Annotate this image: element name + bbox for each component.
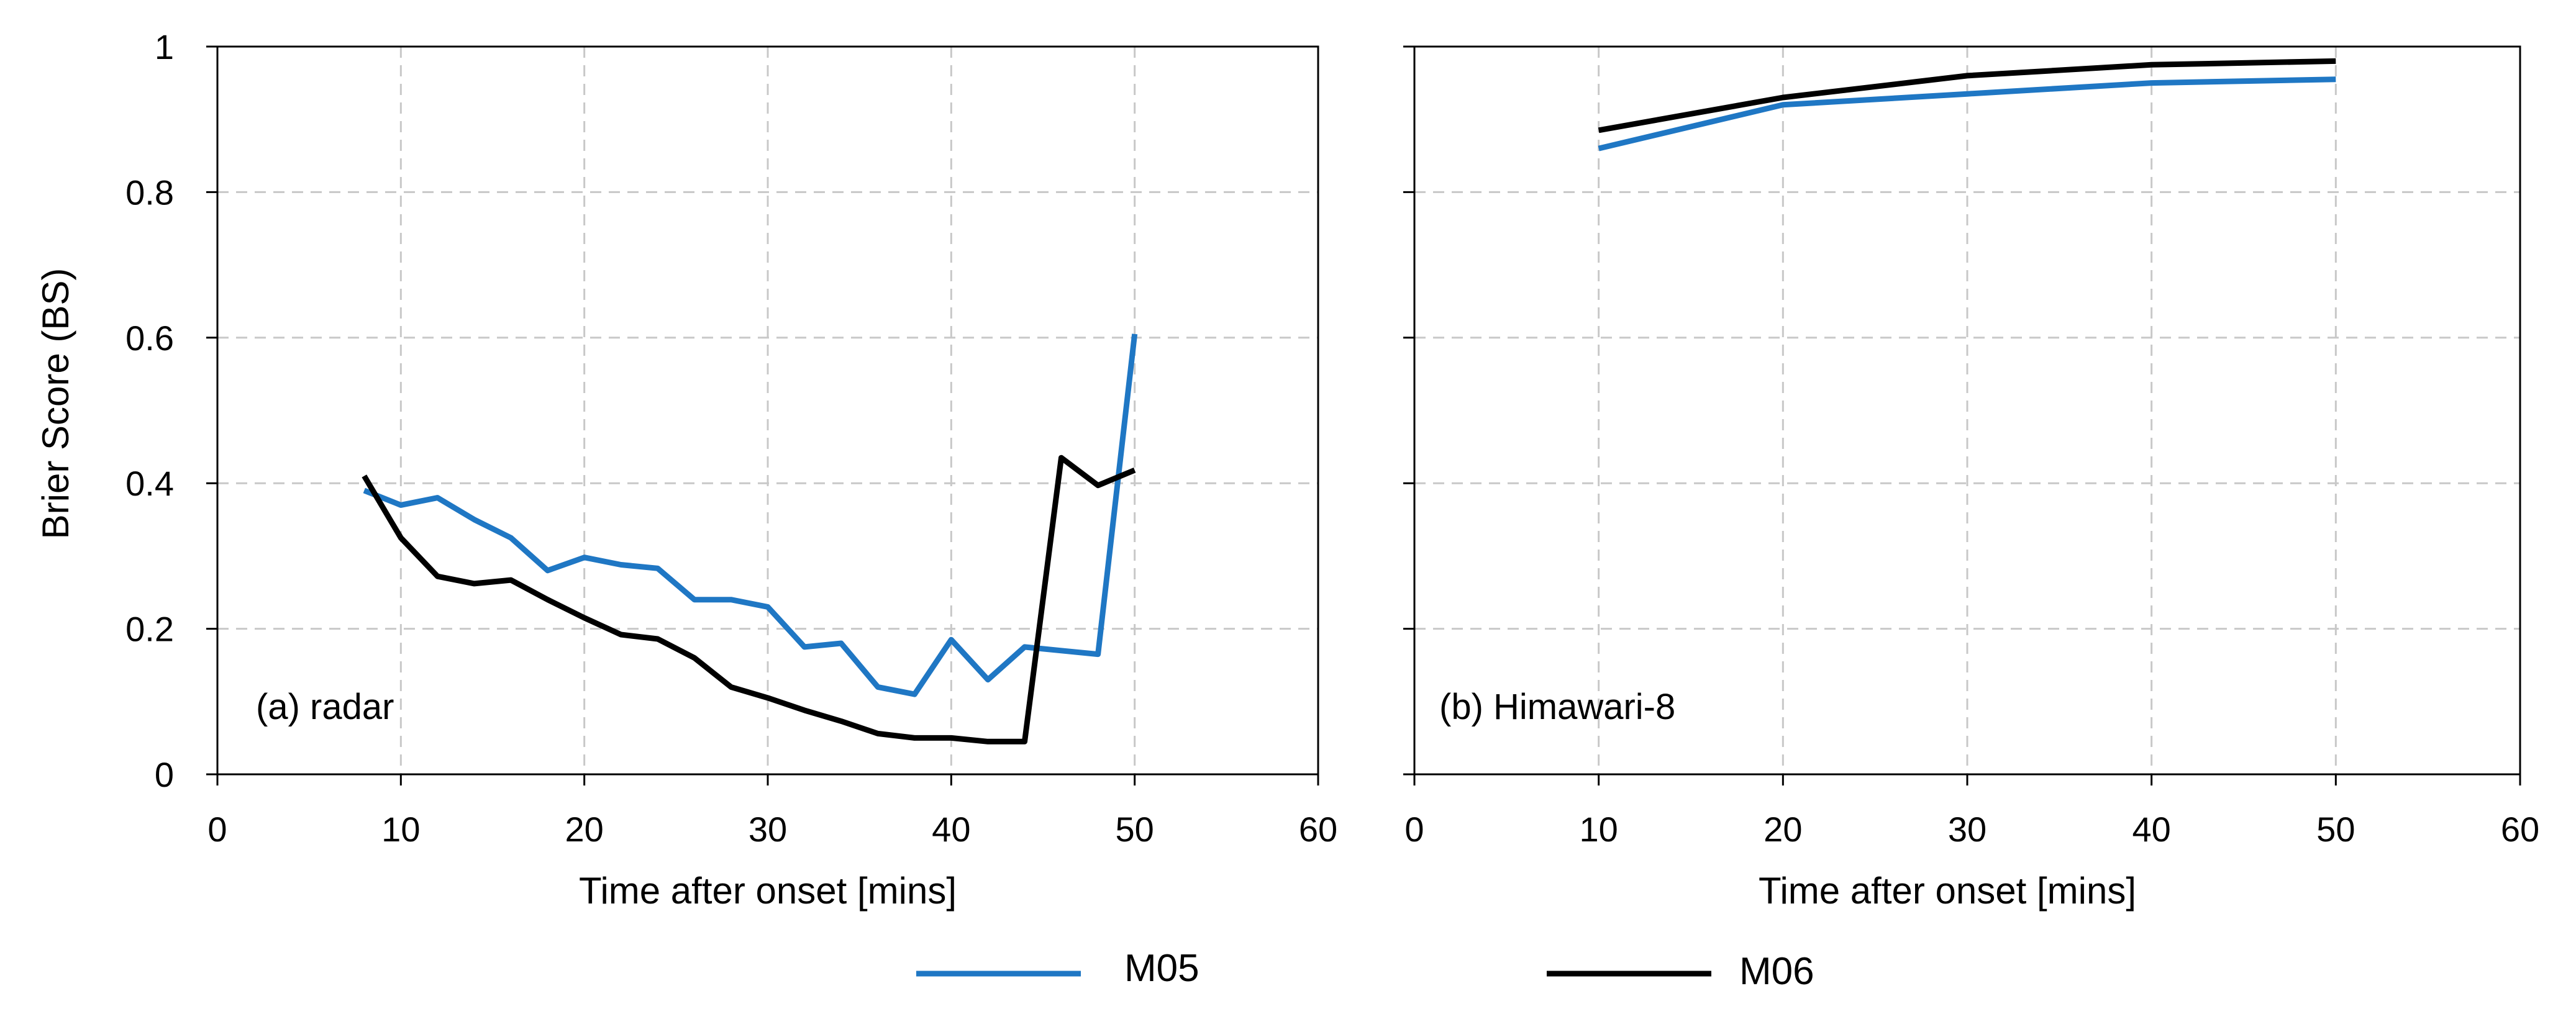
x-tick-label: 30 — [749, 810, 787, 849]
y-tick-label: 0.4 — [125, 464, 174, 503]
panel-himawari-grid — [1414, 47, 2520, 774]
x-tick-label: 30 — [1948, 810, 1987, 849]
panel-himawari-x-tick-labels: 0 10 20 30 40 50 60 — [1404, 810, 2539, 849]
panel-radar: 0 10 20 30 40 50 60 0 0.2 0.4 0.6 0.8 1 … — [125, 27, 1337, 912]
x-tick-label: 40 — [932, 810, 970, 849]
x-tick-label: 0 — [1404, 810, 1424, 849]
x-tick-label: 0 — [207, 810, 227, 849]
y-axis-title: Brier Score (BS) — [35, 268, 76, 540]
x-tick-label: 60 — [2501, 810, 2539, 849]
panel-himawari-ticks — [1403, 45, 2521, 785]
y-tick-label: 1 — [155, 27, 174, 66]
panel-radar-grid — [217, 47, 1318, 774]
y-tick-label: 0.8 — [125, 173, 174, 212]
legend: M05 M06 — [916, 947, 1814, 993]
panel-radar-series — [362, 333, 1138, 745]
x-tick-label: 10 — [1580, 810, 1618, 849]
x-axis-title: Time after onset [mins] — [579, 870, 957, 912]
panel-label: (b) Himawari-8 — [1439, 687, 1675, 727]
x-tick-label: 20 — [1764, 810, 1802, 849]
panel-himawari: 0 10 20 30 40 50 60 (b) Himawari-8 Time … — [1403, 45, 2539, 912]
x-tick-label: 40 — [2132, 810, 2171, 849]
series-m06-line — [362, 455, 1136, 745]
panel-himawari-series — [1598, 58, 2336, 152]
panel-label: (a) radar — [256, 687, 394, 727]
series-m05-line — [363, 333, 1138, 697]
x-tick-label: 20 — [565, 810, 604, 849]
y-tick-label: 0 — [155, 755, 174, 794]
x-tick-label: 60 — [1299, 810, 1337, 849]
panel-radar-ticks — [206, 45, 1319, 785]
panel-radar-y-tick-labels: 0 0.2 0.4 0.6 0.8 1 — [125, 27, 174, 794]
legend-m06-label: M06 — [1739, 950, 1814, 993]
legend-m05-label: M05 — [1124, 947, 1199, 990]
x-axis-title: Time after onset [mins] — [1759, 870, 2136, 912]
series-m06-line — [1598, 58, 2336, 134]
y-tick-label: 0.2 — [125, 610, 174, 649]
panel-radar-x-tick-labels: 0 10 20 30 40 50 60 — [207, 810, 1337, 849]
series-m05-line — [1598, 76, 2336, 152]
x-tick-label: 50 — [2316, 810, 2355, 849]
y-tick-label: 0.6 — [125, 319, 174, 358]
x-tick-label: 10 — [381, 810, 420, 849]
x-tick-label: 50 — [1116, 810, 1154, 849]
